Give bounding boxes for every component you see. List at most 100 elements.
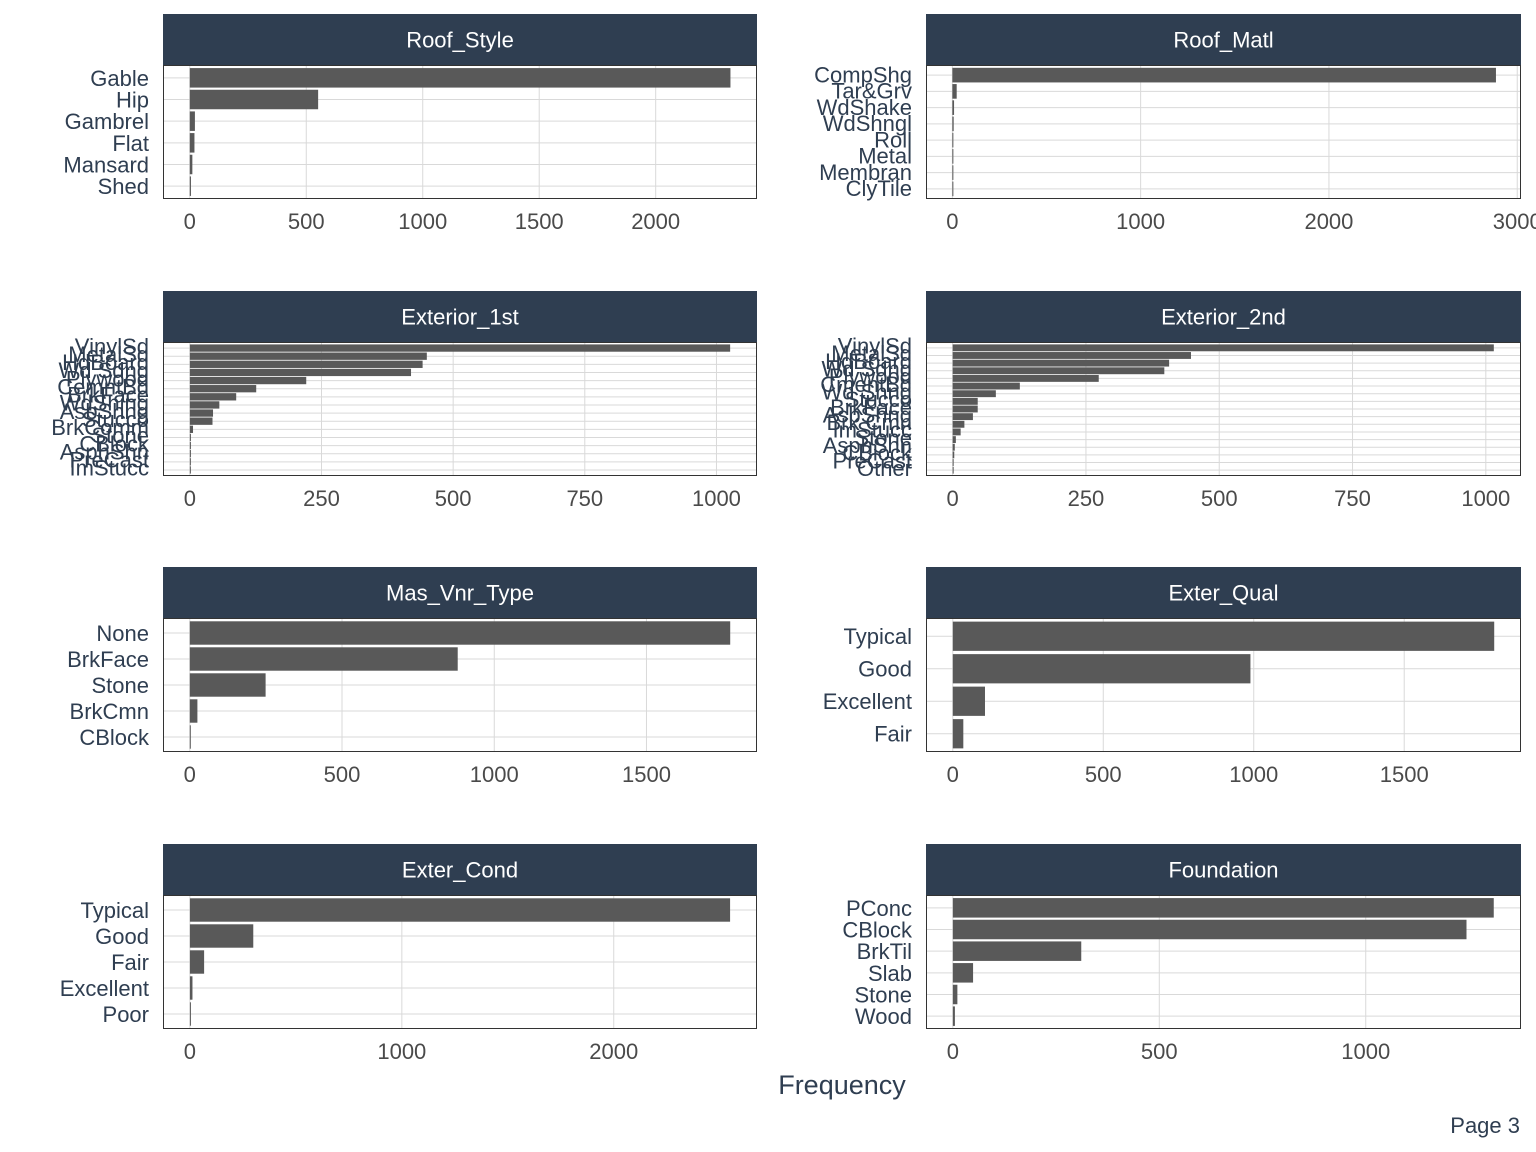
x-axis-title: Frequency <box>778 1070 906 1100</box>
category-label: CBlock <box>79 431 150 456</box>
bar-typical <box>952 621 1495 651</box>
category-label: VinylSd <box>75 334 149 359</box>
category-label: Flat <box>112 131 149 156</box>
bar-mansard <box>189 154 193 175</box>
bar-plywood <box>189 376 307 385</box>
x-tick-label: 0 <box>947 486 959 511</box>
category-label: Gambrel <box>65 109 149 134</box>
category-label: Good <box>95 924 149 949</box>
bar-shed <box>189 176 191 196</box>
panel-mas-vnr-type: Mas_Vnr_Type NoneBrkFaceStoneBrkCmnCBlock… <box>67 567 757 787</box>
x-tick-label: 500 <box>1085 762 1122 787</box>
bar-stucco <box>952 397 978 405</box>
category-label: CompShg <box>814 62 912 87</box>
bar-brktil <box>952 941 1082 961</box>
category-label: PreCast <box>833 448 912 473</box>
category-label: Typical <box>844 624 912 649</box>
category-label: BrkComm <box>51 415 149 440</box>
category-label: Fair <box>874 722 912 747</box>
panel-border <box>926 618 1521 752</box>
bar-roll <box>952 132 954 148</box>
facet-title: Exterior_1st <box>401 305 518 330</box>
x-tick-label: 250 <box>303 486 340 511</box>
bar-slab <box>952 963 974 983</box>
bar-tar-grv <box>952 84 957 99</box>
page-label: Page 3 <box>1450 1113 1520 1138</box>
x-tick-label: 0 <box>184 209 196 234</box>
bar-precast <box>952 459 954 466</box>
category-label: BrkFace <box>830 395 912 420</box>
bar-cblock <box>189 725 191 749</box>
facet-title: Exter_Qual <box>1168 581 1278 606</box>
panel-border <box>926 65 1521 199</box>
x-tick-label: 0 <box>184 486 196 511</box>
category-label: PreCast <box>70 448 149 473</box>
bar-brkcmn <box>189 699 198 723</box>
bar-asbshng <box>189 409 214 417</box>
category-label: Brk Cmn <box>826 410 912 435</box>
category-label: Wood <box>855 1004 912 1029</box>
bar-metal <box>952 149 954 164</box>
x-tick-label: 0 <box>947 762 959 787</box>
category-label: BrkFace <box>67 647 149 672</box>
category-label: MetalSd <box>68 342 149 367</box>
category-label: Stone <box>855 982 913 1007</box>
category-label: Slab <box>868 961 912 986</box>
facet-strip <box>926 567 1521 618</box>
facet-strip <box>926 291 1521 342</box>
category-label: ImStucc <box>70 456 149 481</box>
category-label: AsbShng <box>60 399 149 424</box>
bar-wdshake <box>952 100 955 115</box>
category-label: ImStucc <box>833 418 912 443</box>
category-label: Excellent <box>823 689 912 714</box>
panel-border <box>926 895 1521 1029</box>
category-label: Metal <box>858 144 912 169</box>
bar-cblock <box>189 441 191 450</box>
bar-excellent <box>189 976 193 1000</box>
x-tick-label: 1000 <box>398 209 447 234</box>
category-label: Roll <box>874 127 912 152</box>
category-label: Shed <box>98 174 149 199</box>
category-label: Plywood <box>829 364 912 389</box>
facet-strip <box>163 14 757 65</box>
bar-wd-sdng <box>189 368 412 377</box>
bar-brkcomm <box>189 425 194 433</box>
bar-asphshn <box>952 443 955 451</box>
category-label: Poor <box>103 1002 149 1027</box>
bar-precast <box>189 458 191 466</box>
bar-clytile <box>952 181 954 197</box>
bar-vinylsd <box>189 344 731 352</box>
bar-brk-cmn <box>952 420 965 428</box>
category-label: HdBoard <box>62 350 149 375</box>
category-label: BrkCmn <box>70 699 149 724</box>
x-tick-label: 1000 <box>1229 762 1278 787</box>
bar-pconc <box>952 898 1494 918</box>
category-label: AsphShn <box>60 439 149 464</box>
facet-title: Roof_Style <box>406 28 514 53</box>
category-label: CmentBd <box>820 372 912 397</box>
facet-strip <box>163 844 757 895</box>
bar-gambrel <box>189 111 195 131</box>
category-label: Tar&Grv <box>831 79 912 104</box>
bar-stone <box>952 436 956 444</box>
bar-compshg <box>952 67 1496 83</box>
x-tick-label: 1000 <box>377 1039 426 1064</box>
bar-cblock <box>952 451 955 459</box>
bar-vinylsd <box>952 344 1494 352</box>
facet-strip <box>926 14 1521 65</box>
bar-fair <box>189 950 205 974</box>
category-label: Stucco <box>845 387 912 412</box>
category-label: Membran <box>819 160 912 185</box>
bar-cblock <box>952 919 1467 940</box>
panel-border <box>163 342 757 476</box>
x-tick-label: 500 <box>435 486 472 511</box>
category-label: AsbShng <box>823 402 912 427</box>
category-label: WdShake <box>817 95 912 120</box>
category-label: Stone <box>855 425 913 450</box>
x-tick-label: 0 <box>184 1039 196 1064</box>
category-label: Wd Shng <box>822 379 913 404</box>
category-label: ClyTile <box>846 176 912 201</box>
bar-stucco <box>189 417 213 425</box>
